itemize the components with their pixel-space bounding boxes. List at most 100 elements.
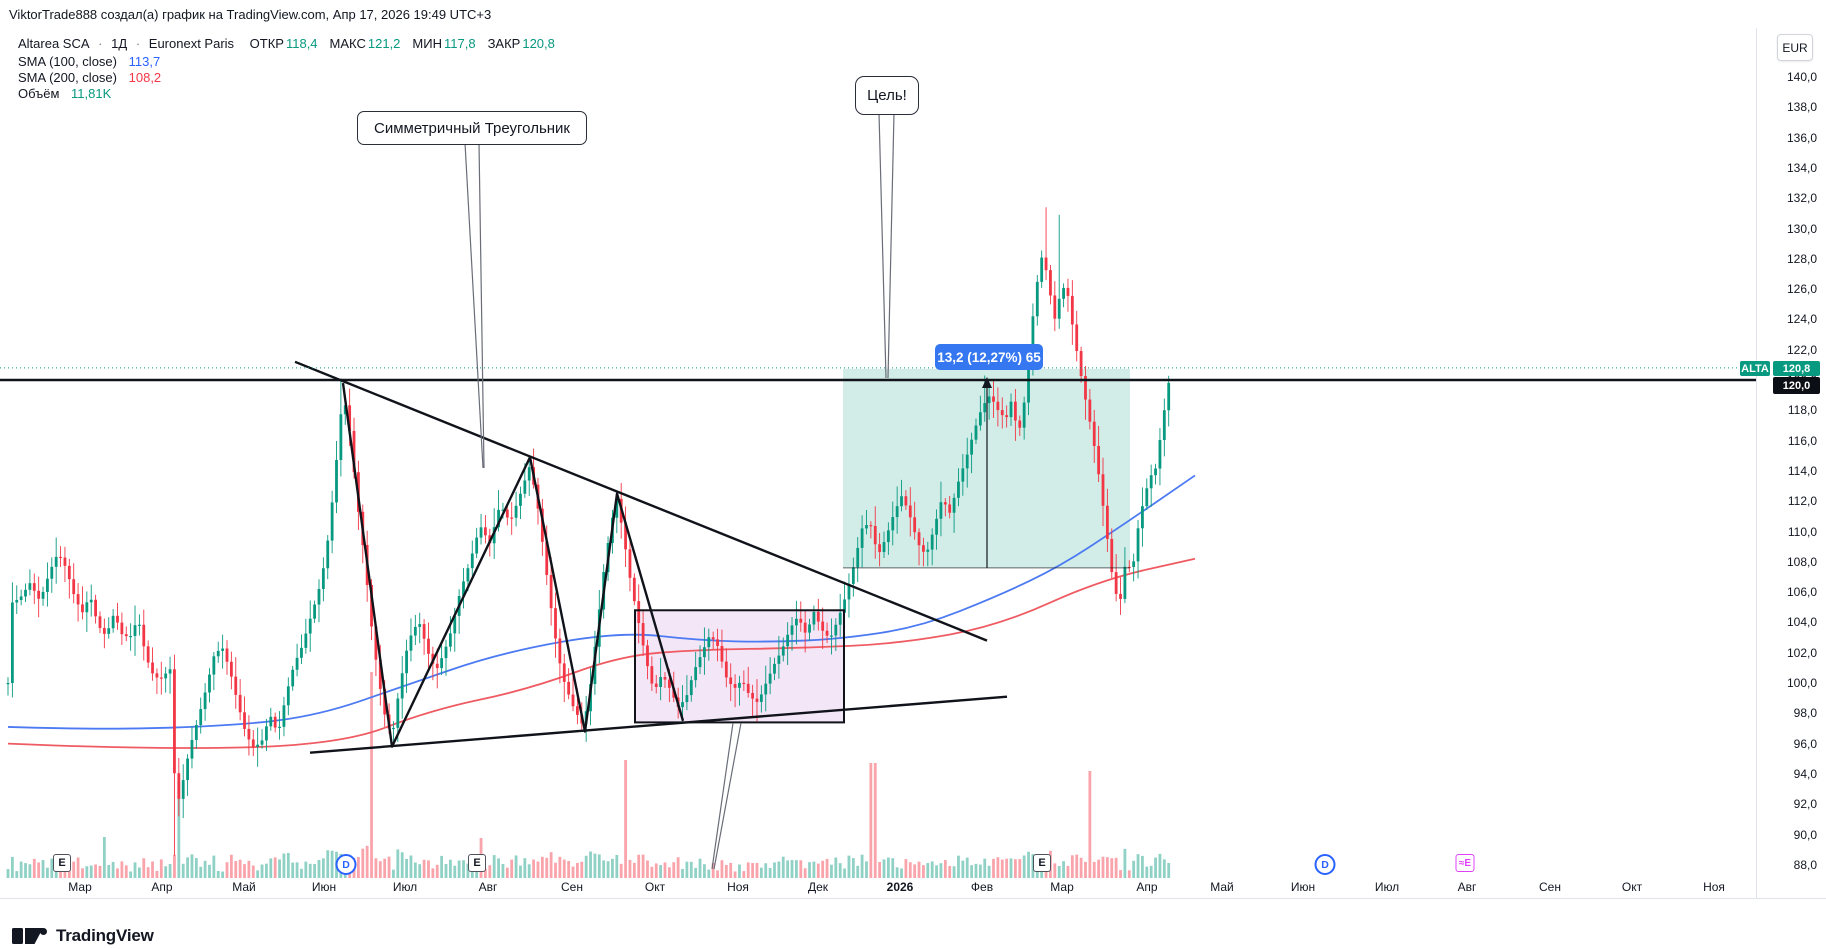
sma200-value: 108,2 [128,70,162,85]
price-tick: 106,0 [1786,585,1817,600]
time-tick-Апр: Апр [1136,880,1158,894]
price-tick: 108,0 [1786,554,1817,569]
time-tick-Сен: Сен [1539,880,1561,894]
level-price-badge: 120,0 [1773,377,1820,394]
price-tick: 118,0 [1787,403,1817,418]
currency-label: EUR [1782,40,1808,55]
sma100-value: 113,7 [128,54,161,69]
price-tick: 134,0 [1786,160,1817,175]
price-tick: 90,0 [1793,827,1817,842]
footer: TradingView [12,926,154,946]
price-tick: 110,0 [1787,524,1817,539]
triangle-annotation-box[interactable]: Симметричный Треугольник [357,111,587,145]
ohlc-ОТКР: ОТКР 118,4 [249,36,318,51]
price-tick: 130,0 [1786,221,1817,236]
axis-border [0,898,1826,899]
time-tick-Май: Май [1210,880,1234,894]
time-tick-Мар: Мар [68,880,92,894]
time-tick-Окт: Окт [644,880,666,894]
price-tick: 122,0 [1786,342,1817,357]
drawn-lines [0,360,1756,754]
price-tick: 94,0 [1793,766,1817,781]
price-tick: 132,0 [1786,191,1817,206]
price-tick: 98,0 [1793,706,1817,721]
volume-label: Объём [18,86,60,101]
symbol-exchange[interactable]: Euronext Paris [148,36,235,51]
currency-box[interactable]: EUR [1777,34,1813,61]
attribution-text: ViktorTrade888 создал(а) график на Tradi… [9,7,492,22]
sma100-label: SMA (100, close) [18,54,117,69]
symbol-interval[interactable]: 1Д [111,36,128,51]
time-tick-Июн: Июн [1290,880,1316,894]
triangle-annotation-text: Симметричный Треугольник [374,119,570,137]
sma-200 [7,557,1196,749]
legend-volume-row[interactable]: Объём 11,81K [18,86,111,102]
separator-dot: · [98,36,103,51]
time-tick-Ноя: Ноя [727,880,749,894]
time-tick-Авг: Авг [478,880,498,894]
time-tick-Авг: Авг [1457,880,1477,894]
upper-trendline [294,360,988,642]
zigzag-pattern-line [341,382,685,748]
earnings-marker[interactable]: E [468,854,486,872]
target-annotation-text: Цель! [867,87,907,104]
ticker-badge: ALTA [1740,361,1770,376]
price-tick: 88,0 [1793,857,1817,872]
earnings-marker[interactable]: E [53,854,71,872]
price-tick: 96,0 [1793,736,1817,751]
price-tick: 124,0 [1786,312,1817,327]
earnings-marker[interactable]: ≈E [1455,854,1475,872]
ohlc-values: ОТКР 118,4 МАКС 121,2 МИН 117,8 ЗАКР 120,8 [238,36,555,51]
range-arrow-head [982,377,992,388]
time-tick-2026: 2026 [886,880,914,894]
price-tick: 100,0 [1786,676,1817,690]
time-tick-Июн: Июн [311,880,337,894]
time-tick-Мар: Мар [1050,880,1074,894]
price-tick: 112,0 [1787,494,1817,509]
sma200-label: SMA (200, close) [18,70,117,85]
time-tick-Фев: Фев [970,880,994,894]
time-tick-Окт: Окт [1621,880,1643,894]
tradingview-logo-icon [12,927,47,944]
price-tick: 140,0 [1786,70,1817,84]
time-tick-Сен: Сен [561,880,583,894]
time-tick-Дек: Дек [807,880,829,894]
price-tick: 102,0 [1786,645,1817,660]
price-tick: 128,0 [1786,251,1817,266]
target-annotation-box[interactable]: Цель! [855,76,919,115]
price-tick: 114,0 [1787,463,1817,478]
legend-sma200-row[interactable]: SMA (200, close) 108,2 [18,70,161,86]
time-tick-Июл: Июл [392,880,418,894]
price-tick: 116,0 [1787,433,1817,448]
symbol-name[interactable]: Altarea SCA [18,36,90,51]
time-axis[interactable]: Мар Апр Май Июн Июл Авг Сен Окт Ноя Дек 2026 Фев Мар… [0,876,1756,898]
dividend-marker[interactable]: D [1314,854,1336,875]
lower-trendline [309,695,1008,754]
time-tick-Апр: Апр [151,880,173,894]
ohlc-ЗАКР: ЗАКР 120,8 [487,36,555,51]
ohlc-МАКС: МАКС 121,2 [329,36,401,51]
price-range-label[interactable]: 13,2 (12,27%) 65 [935,344,1043,370]
earnings-marker[interactable]: E [1033,854,1051,872]
time-tick-Ноя: Ноя [1703,880,1725,894]
shape-fills [635,368,1130,723]
consolidation-box-border [634,609,845,724]
separator-dot: · [135,36,141,51]
last-price-badge: 120,8 [1773,361,1820,376]
price-tick: 126,0 [1786,282,1817,297]
price-tick: 136,0 [1786,130,1817,145]
time-tick-Июл: Июл [1374,880,1400,894]
dividend-marker[interactable]: D [335,854,357,875]
callout-pointers [464,112,895,870]
price-range-text: 13,2 (12,27%) 65 [937,349,1041,365]
brand-name: TradingView [56,926,154,945]
price-tick: 104,0 [1786,615,1817,630]
measure-arrow [982,377,992,568]
legend-symbol-row[interactable]: Altarea SCA · 1Д · Euronext Paris ОТКР 11… [18,36,555,52]
legend-sma100-row[interactable]: SMA (100, close) 113,7 [18,54,160,70]
volume-value: 11,81K [71,86,112,101]
price-axis[interactable]: EUR 140,0 138,0 136,0 134,0 132,0 130,0 128,0 1… [1740,28,1826,898]
price-tick: 92,0 [1793,797,1817,812]
